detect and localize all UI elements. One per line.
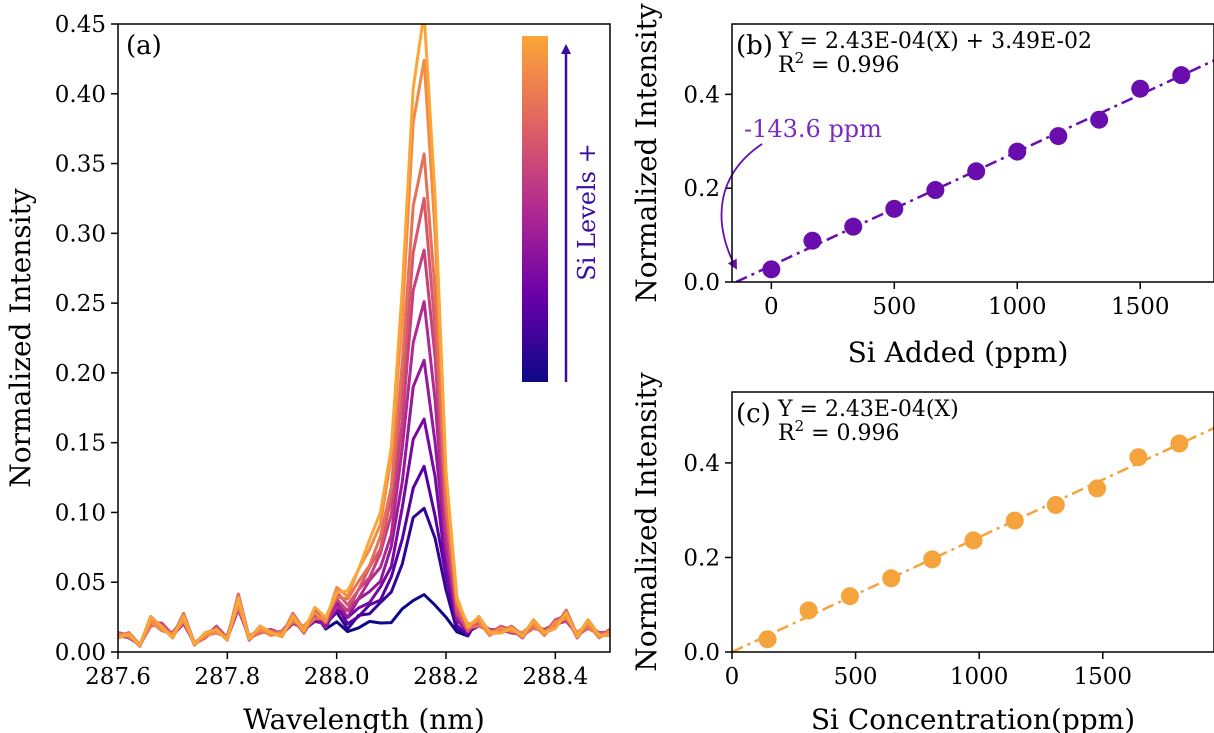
panel-b-label: (b) bbox=[736, 31, 773, 61]
x-tick-label: 288.0 bbox=[304, 664, 370, 690]
y-tick-label: 0.25 bbox=[55, 291, 106, 317]
panel-a-ticks: 287.6 287.8 288.0 288.2 288.4 0.00 0.05 0.10 0.1… bbox=[55, 12, 588, 690]
y-tick-label: 0.05 bbox=[55, 570, 106, 596]
y-tick-label: 0.0 bbox=[683, 640, 720, 666]
data-point bbox=[885, 199, 904, 218]
panel-c-frame bbox=[731, 391, 1214, 653]
data-point bbox=[1008, 142, 1027, 161]
data-point bbox=[967, 162, 986, 181]
panel-b-ticks: 0 500 1000 1500 0.0 0.2 0.4 bbox=[683, 82, 1169, 320]
panel-c-label: (c) bbox=[736, 399, 771, 429]
data-point bbox=[803, 231, 822, 250]
x-tick-label: 500 bbox=[872, 294, 916, 320]
y-tick-label: 0.00 bbox=[55, 640, 106, 666]
y-tick-label: 0.4 bbox=[683, 451, 720, 477]
spectrum-line bbox=[118, 358, 610, 646]
x-intercept-annotation: -143.6 ppm bbox=[744, 115, 882, 143]
data-point bbox=[1172, 66, 1191, 85]
data-point bbox=[1046, 495, 1065, 514]
data-point bbox=[1088, 479, 1107, 498]
data-point bbox=[923, 550, 942, 569]
data-point bbox=[799, 601, 818, 620]
panel-c-ticks: 0 500 1000 1500 0.0 0.2 0.4 bbox=[683, 451, 1132, 690]
panel-b: 0 500 1000 1500 0.0 0.2 0.4 -143.6 ppm (b) Y =… bbox=[630, 3, 1214, 369]
data-point bbox=[1090, 110, 1109, 129]
x-intercept-arrow bbox=[720, 143, 763, 270]
x-tick-label: 287.6 bbox=[85, 664, 151, 690]
y-tick-label: 0.10 bbox=[55, 500, 106, 526]
data-point bbox=[964, 531, 983, 550]
panel-c-xlabel: Si Concentration(ppm) bbox=[811, 703, 1135, 733]
x-tick-label: 1000 bbox=[950, 664, 1009, 690]
panel-a-xlabel: Wavelength (nm) bbox=[243, 703, 485, 733]
data-point bbox=[1129, 448, 1148, 467]
panel-b-equation: Y = 2.43E-04(X) + 3.49E-02 bbox=[777, 29, 1092, 54]
panel-c: 0 500 1000 1500 0.0 0.2 0.4 (c) Y = 2.43E-04(X… bbox=[630, 372, 1214, 733]
y-tick-label: 0.2 bbox=[683, 176, 720, 202]
x-tick-label: 0 bbox=[725, 664, 740, 690]
panel-c-ylabel: Normalized Intensity bbox=[630, 372, 663, 672]
panel-c-points bbox=[758, 434, 1189, 649]
data-point bbox=[926, 181, 945, 200]
panel-b-xlabel: Si Added (ppm) bbox=[848, 336, 1069, 369]
x-tick-label: 287.8 bbox=[194, 664, 260, 690]
data-point bbox=[762, 260, 781, 279]
data-point bbox=[844, 217, 863, 236]
panel-c-equation: Y = 2.43E-04(X) bbox=[777, 397, 959, 422]
colorbar-label: Si Levels + bbox=[573, 143, 601, 280]
y-tick-label: 0.4 bbox=[683, 82, 720, 108]
x-tick-label: 1000 bbox=[988, 294, 1047, 320]
spectrum-line bbox=[118, 24, 610, 647]
panel-c-fit-line bbox=[732, 426, 1214, 652]
panel-a-label: (a) bbox=[126, 31, 162, 61]
panel-a: 287.6 287.8 288.0 288.2 288.4 0.00 0.05 0.10 0.1… bbox=[4, 12, 611, 733]
y-tick-label: 0.35 bbox=[55, 152, 106, 178]
panel-b-frame bbox=[731, 23, 1214, 283]
x-tick-label: 1500 bbox=[1073, 664, 1132, 690]
data-point bbox=[1049, 127, 1068, 146]
panel-c-r2: R2 = 0.996 bbox=[778, 417, 900, 446]
data-point bbox=[758, 630, 777, 649]
y-tick-label: 0.45 bbox=[55, 12, 106, 38]
x-tick-label: 1500 bbox=[1111, 294, 1170, 320]
data-point bbox=[1131, 79, 1150, 98]
y-tick-label: 0.40 bbox=[55, 82, 106, 108]
y-tick-label: 0.30 bbox=[55, 221, 106, 247]
y-tick-label: 0.20 bbox=[55, 361, 106, 387]
colorbar bbox=[522, 36, 548, 382]
x-tick-label: 0 bbox=[764, 294, 779, 320]
panel-b-ylabel: Normalized Intensity bbox=[630, 3, 663, 303]
x-tick-label: 288.2 bbox=[413, 664, 479, 690]
spectra-series bbox=[118, 24, 610, 648]
data-point bbox=[882, 569, 901, 588]
y-tick-label: 0.2 bbox=[683, 545, 720, 571]
y-tick-label: 0.15 bbox=[55, 431, 106, 457]
panel-a-ylabel: Normalized Intensity bbox=[4, 188, 37, 488]
fit-line bbox=[732, 426, 1214, 652]
panel-b-r2: R2 = 0.996 bbox=[778, 49, 900, 78]
x-tick-label: 288.4 bbox=[522, 664, 588, 690]
data-point bbox=[1005, 511, 1024, 530]
panel-b-points bbox=[762, 66, 1191, 279]
data-point bbox=[840, 587, 859, 606]
spectrum-line bbox=[118, 152, 610, 647]
panel-a-frame bbox=[117, 23, 611, 653]
x-tick-label: 500 bbox=[834, 664, 878, 690]
y-tick-label: 0.0 bbox=[683, 270, 720, 296]
data-point bbox=[1170, 434, 1189, 453]
